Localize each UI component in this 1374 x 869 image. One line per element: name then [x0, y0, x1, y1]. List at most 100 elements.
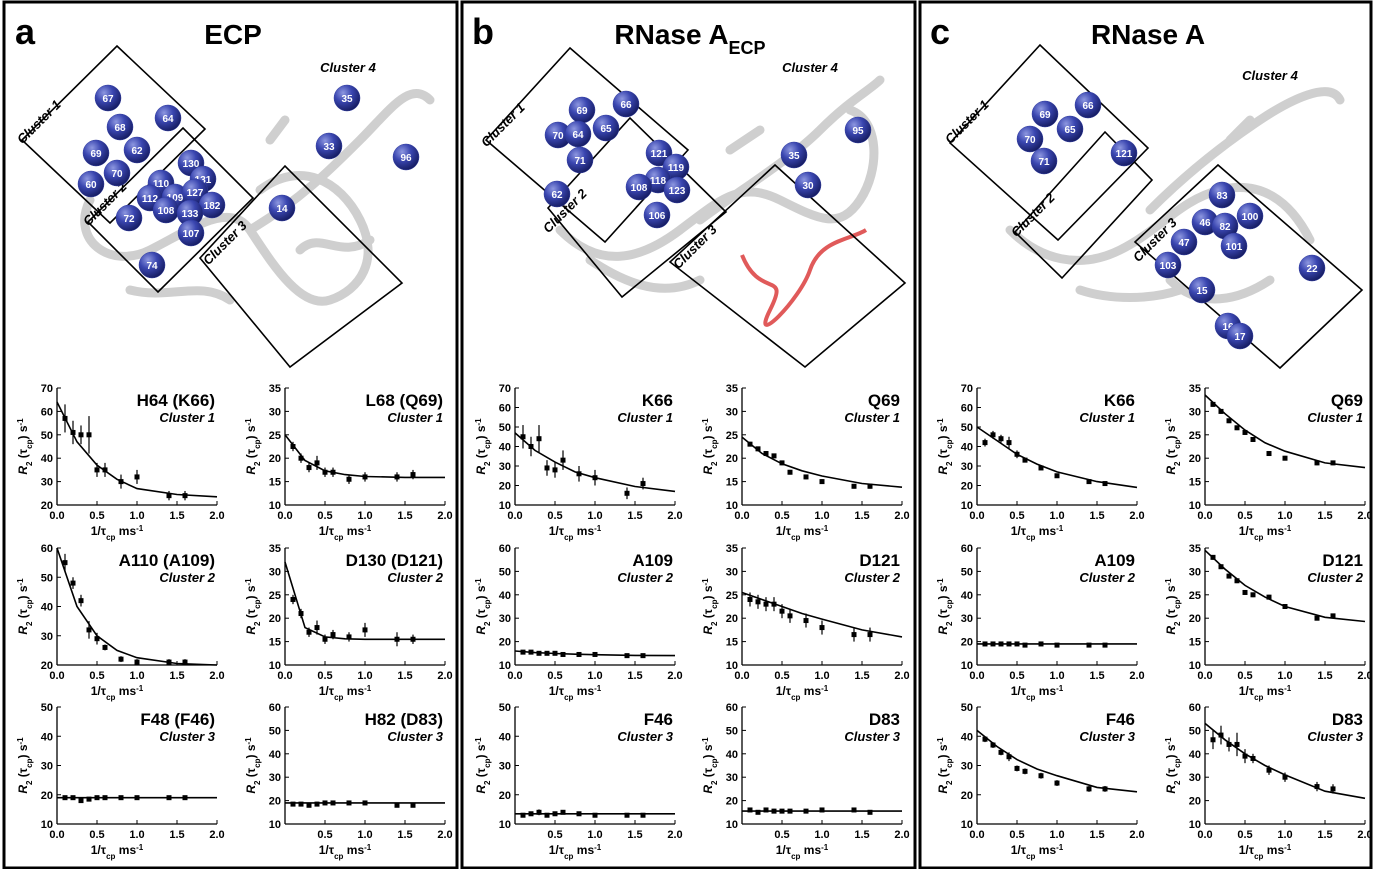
panel-title: RNase A	[1091, 19, 1205, 50]
fit-curve	[1204, 394, 1366, 469]
data-point	[394, 802, 400, 808]
chart-title: K66	[642, 391, 673, 410]
x-tick-label: 0.0	[49, 829, 64, 841]
y-tick-label: 10	[499, 500, 511, 512]
label-part: 1/τ	[319, 684, 335, 698]
chart-subtitle: Cluster 2	[387, 570, 443, 585]
residue-label: 130	[183, 159, 200, 170]
x-axis-label: 1/τcp ms-1	[91, 684, 144, 702]
label-part: (τ	[16, 448, 30, 461]
y-tick-label: 20	[1189, 796, 1201, 808]
x-axis-label: 1/τcp ms-1	[776, 843, 829, 861]
label-part: (τ	[474, 448, 488, 461]
label-part: cp	[25, 439, 34, 448]
residue-sphere	[138, 251, 166, 279]
y-tick-label: 10	[1189, 500, 1201, 512]
cluster-label: Cluster 2	[1008, 189, 1058, 239]
x-tick-label: 1.5	[1317, 829, 1332, 841]
data-point	[86, 432, 92, 438]
label-part: ms	[1263, 524, 1284, 538]
y-tick-label: 10	[269, 819, 281, 831]
y-tick-label: 20	[41, 500, 53, 512]
y-tick-label: 10	[961, 500, 973, 512]
cluster-box	[20, 44, 207, 225]
data-point	[166, 795, 172, 801]
label-part: R	[16, 626, 30, 635]
data-point	[747, 807, 753, 813]
data-point	[867, 632, 873, 638]
y-tick-label: 35	[1189, 543, 1201, 555]
x-tick-label: 1.0	[1277, 510, 1292, 522]
label-part: ) s	[936, 425, 950, 439]
data-point	[1086, 642, 1092, 648]
y-tick-label: 40	[499, 442, 511, 454]
label-part: -1	[474, 418, 483, 426]
fit-curve	[284, 434, 445, 479]
data-point	[1266, 767, 1272, 773]
x-tick-label: 1.5	[854, 829, 869, 841]
residue-sphere	[106, 113, 134, 141]
label-part: -1	[16, 578, 25, 586]
y-tick-label: 30	[726, 406, 738, 418]
x-tick-label: 1.5	[169, 829, 184, 841]
y-tick-label: 60	[41, 543, 53, 555]
data-point	[78, 432, 84, 438]
residue-label: 112	[142, 194, 159, 205]
y-tick-label: 15	[726, 477, 738, 489]
data-point	[1242, 753, 1248, 759]
y-axis-label: R2 (τcp) s-1	[244, 578, 262, 635]
x-tick-label: 0.0	[969, 670, 984, 682]
label-part: cp	[945, 599, 954, 608]
residue-sphere	[268, 194, 296, 222]
label-part: cp	[483, 439, 492, 448]
data-point	[576, 811, 582, 817]
data-point	[520, 434, 526, 440]
label-part: cp	[710, 439, 719, 448]
y-tick-label: 20	[41, 660, 53, 672]
x-tick-label: 1.0	[1049, 829, 1064, 841]
data-point	[640, 653, 646, 659]
x-tick-label: 0.0	[507, 510, 522, 522]
y-axis-label: R2 (τcp) s-1	[474, 578, 492, 635]
residue-label: 133	[182, 209, 199, 220]
data-point	[362, 474, 368, 480]
data-point	[544, 812, 550, 818]
label-part: ) s	[1164, 585, 1178, 599]
chart-subtitle: Cluster 1	[1079, 410, 1135, 425]
y-tick-label: 30	[726, 772, 738, 784]
x-tick-label: 1.5	[397, 670, 412, 682]
data-point	[1234, 741, 1240, 747]
label-part: ms	[800, 524, 821, 538]
label-part: R	[701, 626, 715, 635]
data-point	[1282, 774, 1288, 780]
x-tick-label: 2.0	[894, 670, 909, 682]
label-part: ms	[800, 843, 821, 857]
data-point	[1282, 455, 1288, 461]
label-part: -1	[701, 418, 710, 426]
data-point	[1054, 473, 1060, 479]
x-tick-label: 0.5	[317, 510, 332, 522]
label-part: 1/τ	[91, 843, 107, 857]
y-tick-label: 50	[961, 702, 973, 714]
label-part: ) s	[16, 425, 30, 439]
y-tick-label: 50	[41, 702, 53, 714]
residue-label: 65	[600, 124, 612, 135]
residue-label: 121	[651, 149, 668, 160]
cluster-label: Cluster 1	[478, 100, 528, 150]
y-tick-label: 10	[726, 660, 738, 672]
x-axis-label: 1/τcp ms-1	[91, 843, 144, 861]
label-part: -1	[821, 684, 829, 693]
data-point	[998, 641, 1004, 647]
label-part: R	[701, 785, 715, 794]
label-part: cp	[253, 439, 262, 448]
label-part: R	[244, 626, 258, 635]
label-part: cp	[106, 852, 115, 861]
residue-sphere	[1188, 276, 1216, 304]
residue-label: 131	[195, 175, 212, 186]
data-point	[544, 465, 550, 471]
data-point	[803, 618, 809, 624]
data-point	[1250, 436, 1256, 442]
residue-sphere	[1031, 100, 1059, 128]
x-tick-label: 1.0	[814, 510, 829, 522]
chart-title: K66	[1104, 391, 1135, 410]
